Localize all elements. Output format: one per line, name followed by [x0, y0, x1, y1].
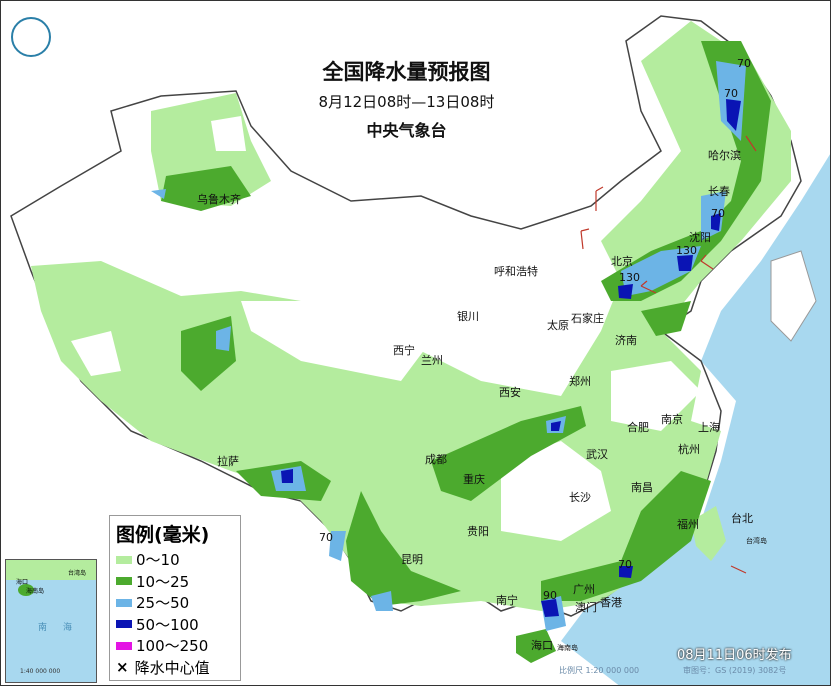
legend-swatch — [116, 641, 132, 650]
legend: 图例(毫米) 0～10 10～25 25～50 50～100 100～250 ×… — [109, 515, 241, 681]
city-label: 北京 — [611, 255, 633, 268]
legend-item: 10～25 — [116, 571, 234, 593]
city-label: 长沙 — [569, 491, 591, 504]
legend-item: 100～250 — [116, 635, 234, 657]
inset-hainan — [18, 584, 34, 596]
legend-swatch — [116, 620, 132, 629]
inset-land — [6, 560, 96, 580]
precip-center-value: 70 — [737, 57, 751, 70]
city-label: 石家庄 — [571, 312, 604, 325]
legend-label: 100～250 — [136, 637, 209, 656]
map-title: 全国降水量预报图 — [322, 60, 491, 84]
city-label: 长春 — [708, 185, 730, 198]
city-label: 南京 — [661, 413, 683, 426]
city-label: 海口 — [531, 639, 553, 652]
map-scale: 比例尺 1:20 000 000 — [559, 666, 640, 675]
city-label: 昆明 — [401, 553, 423, 566]
city-label: 太原 — [547, 319, 569, 332]
city-label: 西安 — [499, 386, 521, 399]
legend-item: × 降水中心值 — [116, 657, 234, 679]
cross-marker-icon: × — [116, 658, 129, 677]
inset-label: 台湾岛 — [68, 570, 87, 577]
wind-barbs — [580, 135, 757, 574]
city-label: 澳门 — [575, 601, 597, 614]
inset-sea-label: 南海 — [38, 623, 89, 633]
korea-japan-land — [770, 250, 817, 342]
south-china-sea-inset: 海口 海南岛 台湾岛 南海 1:40 000 000 — [5, 559, 97, 683]
precip-center-value: 70 — [711, 207, 725, 220]
forecast-period: 8月12日08时—13日08时 — [318, 93, 495, 111]
precip-center-value: 130 — [676, 244, 697, 257]
inset-label: 海南岛 — [26, 588, 45, 595]
city-label: 福州 — [677, 518, 699, 531]
precip-center-value: 70 — [618, 558, 632, 571]
legend-swatch — [116, 577, 132, 586]
city-label: 郑州 — [569, 375, 591, 388]
city-label: 沈阳 — [689, 231, 711, 244]
precip-center-value: 70 — [724, 87, 738, 100]
city-label: 贵阳 — [467, 525, 489, 538]
city-label: 南宁 — [496, 594, 518, 607]
city-label: 济南 — [615, 334, 637, 347]
city-label: 兰州 — [421, 354, 443, 367]
city-label: 南昌 — [631, 481, 653, 494]
legend-label: 10～25 — [136, 572, 190, 591]
city-label: 合肥 — [627, 421, 649, 434]
precip-center-value: 70 — [319, 531, 333, 544]
legend-label: 50～100 — [136, 615, 199, 634]
legend-item: 0～10 — [116, 549, 234, 571]
sea-area — [561, 154, 830, 685]
map-approval-number: 审图号：GS (2019) 3082号 — [683, 666, 787, 675]
inset-scale: 1:40 000 000 — [20, 668, 61, 675]
precip-50-100-areas — [281, 99, 741, 617]
legend-label: 降水中心值 — [134, 658, 210, 677]
city-label: 海南岛 — [557, 644, 578, 652]
city-label: 乌鲁木齐 — [197, 193, 241, 206]
issuer: 中央气象台 — [366, 121, 447, 140]
legend-swatch — [116, 598, 132, 607]
legend-label: 25～50 — [136, 594, 190, 613]
city-label: 台北 — [731, 512, 753, 525]
precip-center-value: 90 — [543, 589, 557, 602]
no-precip-areas — [71, 116, 701, 541]
city-label: 成都 — [425, 453, 447, 466]
city-label: 广州 — [573, 583, 595, 596]
legend-title: 图例(毫米) — [116, 524, 210, 546]
cma-logo-icon — [11, 17, 51, 57]
legend-item: 50～100 — [116, 614, 234, 636]
city-label: 银川 — [457, 310, 479, 323]
legend-swatch — [116, 555, 132, 564]
legend-label: 0～10 — [136, 551, 180, 570]
inset-label: 海口 — [16, 579, 29, 586]
city-label: 拉萨 — [217, 455, 239, 468]
issue-time: 08月11日06时发布 — [677, 648, 792, 663]
city-label: 台湾岛 — [746, 537, 767, 545]
city-label: 呼和浩特 — [494, 265, 538, 278]
city-label: 哈尔滨 — [708, 149, 741, 162]
precip-center-value: 130 — [619, 271, 640, 284]
city-label: 重庆 — [463, 473, 485, 486]
city-label: 上海 — [698, 421, 720, 434]
legend-item: 25～50 — [116, 592, 234, 614]
city-label: 杭州 — [678, 443, 700, 456]
city-label: 香港 — [600, 596, 622, 609]
city-label: 武汉 — [586, 448, 608, 461]
city-label: 西宁 — [393, 344, 415, 357]
